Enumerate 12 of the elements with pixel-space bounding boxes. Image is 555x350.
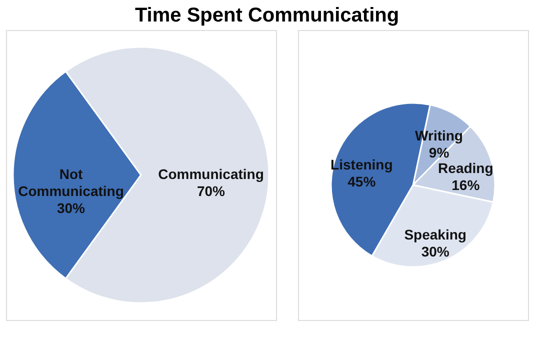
- slice-label: Writing: [415, 128, 463, 144]
- slice-label: Not Communicating: [18, 166, 124, 199]
- data-label: 30%: [421, 243, 450, 260]
- slice-label: Communicating: [158, 166, 264, 182]
- data-label: 16%: [452, 177, 480, 194]
- data-label: 9%: [428, 144, 450, 161]
- slice-label: Reading: [438, 160, 494, 176]
- data-label: 30%: [56, 200, 86, 216]
- data-label: 45%: [348, 173, 376, 190]
- chart-title: Time Spent Communicating: [134, 4, 400, 26]
- data-label: 70%: [196, 183, 226, 200]
- slice-label: Speaking: [404, 226, 466, 242]
